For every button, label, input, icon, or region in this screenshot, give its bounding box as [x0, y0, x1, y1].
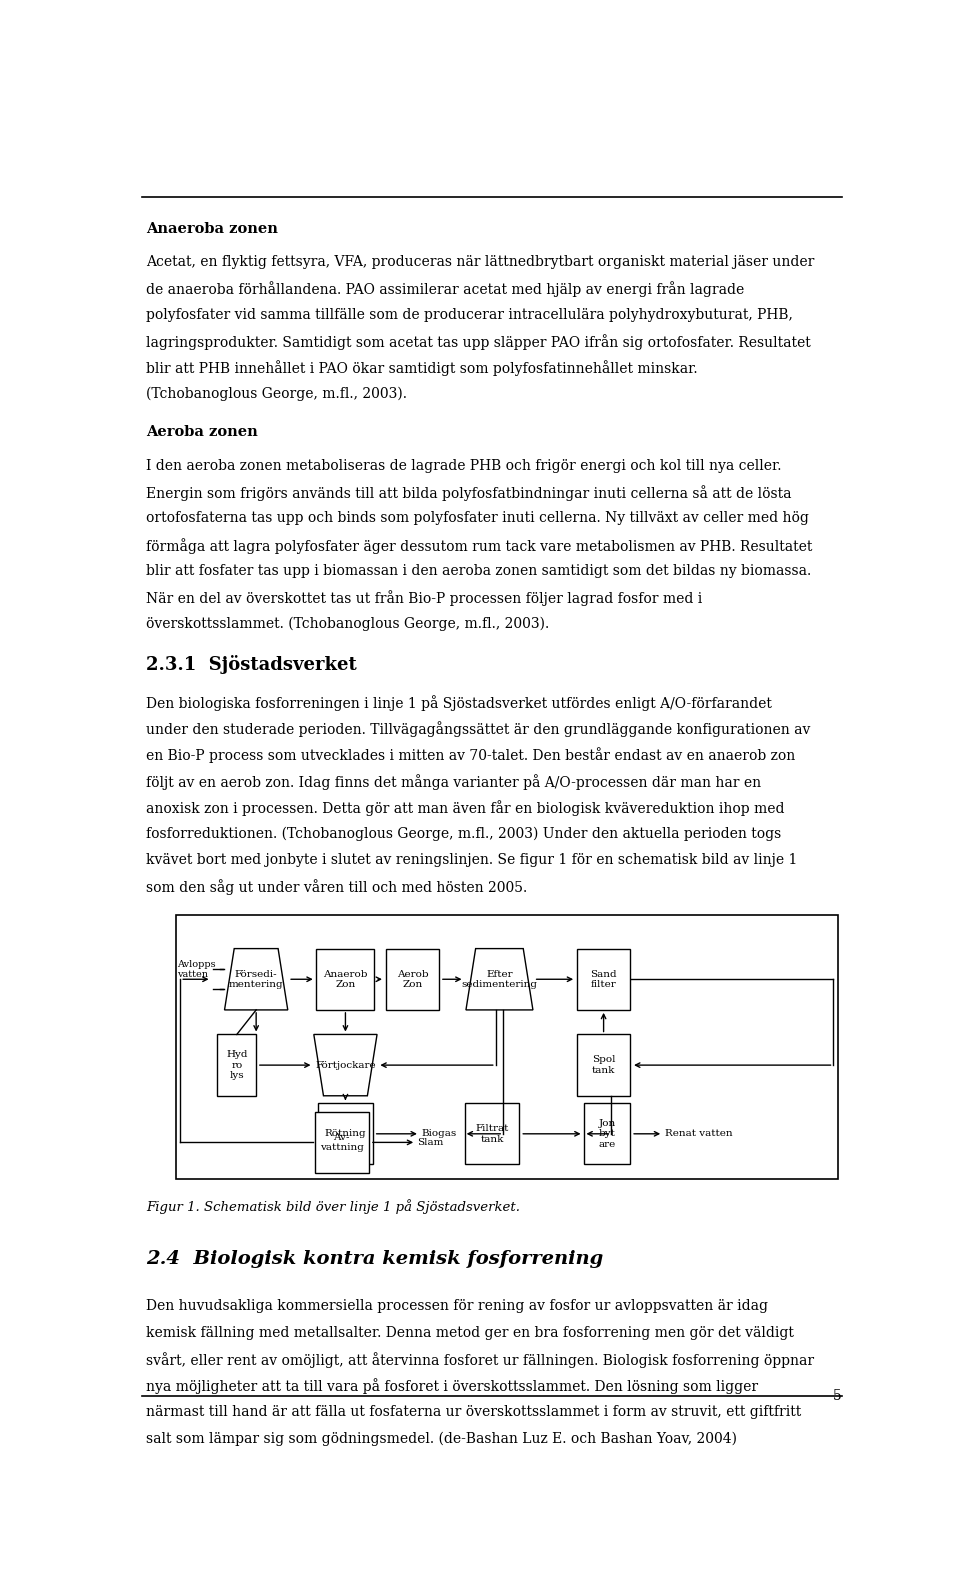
Text: Figur 1. Schematisk bild över linje 1 på Sjöstadsverket.: Figur 1. Schematisk bild över linje 1 på… — [146, 1200, 520, 1214]
Text: kvävet bort med jonbyte i slutet av reningslinjen. Se figur 1 för en schematisk : kvävet bort med jonbyte i slutet av reni… — [146, 852, 798, 867]
FancyBboxPatch shape — [315, 1112, 369, 1172]
Text: Anaeroba zonen: Anaeroba zonen — [146, 221, 277, 236]
Text: de anaeroba förhållandena. PAO assimilerar acetat med hjälp av energi från lagra: de anaeroba förhållandena. PAO assimiler… — [146, 282, 744, 298]
Text: Renat vatten: Renat vatten — [664, 1129, 732, 1139]
FancyBboxPatch shape — [176, 916, 838, 1179]
Text: Acetat, en flyktig fettsyra, VFA, produceras när lättnedbrytbart organiskt mater: Acetat, en flyktig fettsyra, VFA, produc… — [146, 255, 814, 269]
Text: Jon
byt
are: Jon byt are — [599, 1118, 616, 1149]
Text: Sand
filter: Sand filter — [590, 970, 617, 989]
Text: blir att PHB innehållet i PAO ökar samtidigt som polyfosfatinnehållet minskar.: blir att PHB innehållet i PAO ökar samti… — [146, 360, 698, 376]
Text: Rötning: Rötning — [324, 1129, 367, 1139]
Text: en Bio-P process som utvecklades i mitten av 70-talet. Den består endast av en a: en Bio-P process som utvecklades i mitte… — [146, 747, 795, 763]
Text: anoxisk zon i processen. Detta gör att man även får en biologisk kvävereduktion : anoxisk zon i processen. Detta gör att m… — [146, 800, 784, 816]
FancyBboxPatch shape — [585, 1102, 631, 1164]
Text: nya möjligheter att ta till vara på fosforet i överskottsslammet. Den lösning so: nya möjligheter att ta till vara på fosf… — [146, 1378, 758, 1394]
Text: ortofosfaterna tas upp och binds som polyfosfater inuti cellerna. Ny tillväxt av: ortofosfaterna tas upp och binds som pol… — [146, 511, 809, 526]
Text: kemisk fällning med metallsalter. Denna metod ger en bra fosforrening men gör de: kemisk fällning med metallsalter. Denna … — [146, 1325, 794, 1340]
FancyBboxPatch shape — [319, 1102, 372, 1164]
Text: lagringsprodukter. Samtidigt som acetat tas upp släpper PAO ifrån sig ortofosfat: lagringsprodukter. Samtidigt som acetat … — [146, 335, 811, 350]
Text: 5: 5 — [833, 1389, 842, 1403]
Text: under den studerade perioden. Tillvägagångssättet är den grundläggande konfigura: under den studerade perioden. Tillvägagå… — [146, 722, 810, 738]
Text: Spol
tank: Spol tank — [592, 1056, 615, 1075]
Text: svårt, eller rent av omöjligt, att återvinna fosforet ur fällningen. Biologisk f: svårt, eller rent av omöjligt, att återv… — [146, 1352, 814, 1368]
Text: som den såg ut under våren till och med hösten 2005.: som den såg ut under våren till och med … — [146, 879, 527, 895]
Text: Energin som frigörs används till att bilda polyfosfatbindningar inuti cellerna s: Energin som frigörs används till att bil… — [146, 484, 792, 500]
Text: Hyd
ro
lys: Hyd ro lys — [226, 1050, 248, 1080]
Text: Efter
sedimentering: Efter sedimentering — [462, 970, 538, 989]
Text: blir att fosfater tas upp i biomassan i den aeroba zonen samtidigt som det bilda: blir att fosfater tas upp i biomassan i … — [146, 564, 811, 578]
FancyBboxPatch shape — [386, 948, 439, 1010]
Text: (Tchobanoglous George, m.fl., 2003).: (Tchobanoglous George, m.fl., 2003). — [146, 387, 407, 401]
Text: Aerob
Zon: Aerob Zon — [396, 970, 428, 989]
FancyBboxPatch shape — [317, 948, 374, 1010]
Text: 2.4  Biologisk kontra kemisk fosforrening: 2.4 Biologisk kontra kemisk fosforrening — [146, 1251, 603, 1268]
Text: förmåga att lagra polyfosfater äger dessutom rum tack vare metabolismen av PHB. : förmåga att lagra polyfosfater äger dess… — [146, 538, 812, 553]
Text: Förtjockare: Förtjockare — [315, 1061, 375, 1069]
Text: Den huvudsakliga kommersiella processen för rening av fosfor ur avloppsvatten är: Den huvudsakliga kommersiella processen … — [146, 1300, 768, 1313]
Text: Filtrat
tank: Filtrat tank — [475, 1125, 509, 1144]
Text: överskottsslammet. (Tchobanoglous George, m.fl., 2003).: överskottsslammet. (Tchobanoglous George… — [146, 616, 549, 631]
Text: När en del av överskottet tas ut från Bio-P processen följer lagrad fosfor med i: När en del av överskottet tas ut från Bi… — [146, 591, 703, 607]
Text: Biogas: Biogas — [421, 1129, 457, 1139]
Text: Slam: Slam — [418, 1137, 444, 1147]
FancyBboxPatch shape — [465, 1102, 519, 1164]
Text: 2.3.1  Sjöstadsverket: 2.3.1 Sjöstadsverket — [146, 655, 357, 674]
Polygon shape — [466, 948, 533, 1010]
FancyBboxPatch shape — [577, 948, 631, 1010]
Text: I den aeroba zonen metaboliseras de lagrade PHB och frigör energi och kol till n: I den aeroba zonen metaboliseras de lagr… — [146, 459, 781, 473]
Text: salt som lämpar sig som gödningsmedel. (de-Bashan Luz E. och Bashan Yoav, 2004): salt som lämpar sig som gödningsmedel. (… — [146, 1431, 737, 1446]
FancyBboxPatch shape — [218, 1034, 256, 1096]
FancyBboxPatch shape — [577, 1034, 631, 1096]
Polygon shape — [225, 948, 288, 1010]
Text: Försedi-
mentering: Försedi- mentering — [228, 970, 283, 989]
Text: följt av en aerob zon. Idag finns det många varianter på A/O-processen där man h: följt av en aerob zon. Idag finns det må… — [146, 774, 761, 790]
Text: polyfosfater vid samma tillfälle som de producerar intracellulära polyhydroxybut: polyfosfater vid samma tillfälle som de … — [146, 307, 793, 322]
Text: Aeroba zonen: Aeroba zonen — [146, 425, 258, 440]
Text: närmast till hand är att fälla ut fosfaterna ur överskottsslammet i form av stru: närmast till hand är att fälla ut fosfat… — [146, 1405, 802, 1419]
Polygon shape — [314, 1034, 377, 1096]
Text: Den biologiska fosforreningen i linje 1 på Sjöstadsverket utfördes enligt A/O-fö: Den biologiska fosforreningen i linje 1 … — [146, 695, 772, 710]
Text: Av-
vattning: Av- vattning — [320, 1133, 364, 1152]
Text: fosforreduktionen. (Tchobanoglous George, m.fl., 2003) Under den aktuella period: fosforreduktionen. (Tchobanoglous George… — [146, 827, 781, 841]
Text: Avlopps
vatten: Avlopps vatten — [178, 959, 216, 980]
Text: Anaerob
Zon: Anaerob Zon — [324, 970, 368, 989]
